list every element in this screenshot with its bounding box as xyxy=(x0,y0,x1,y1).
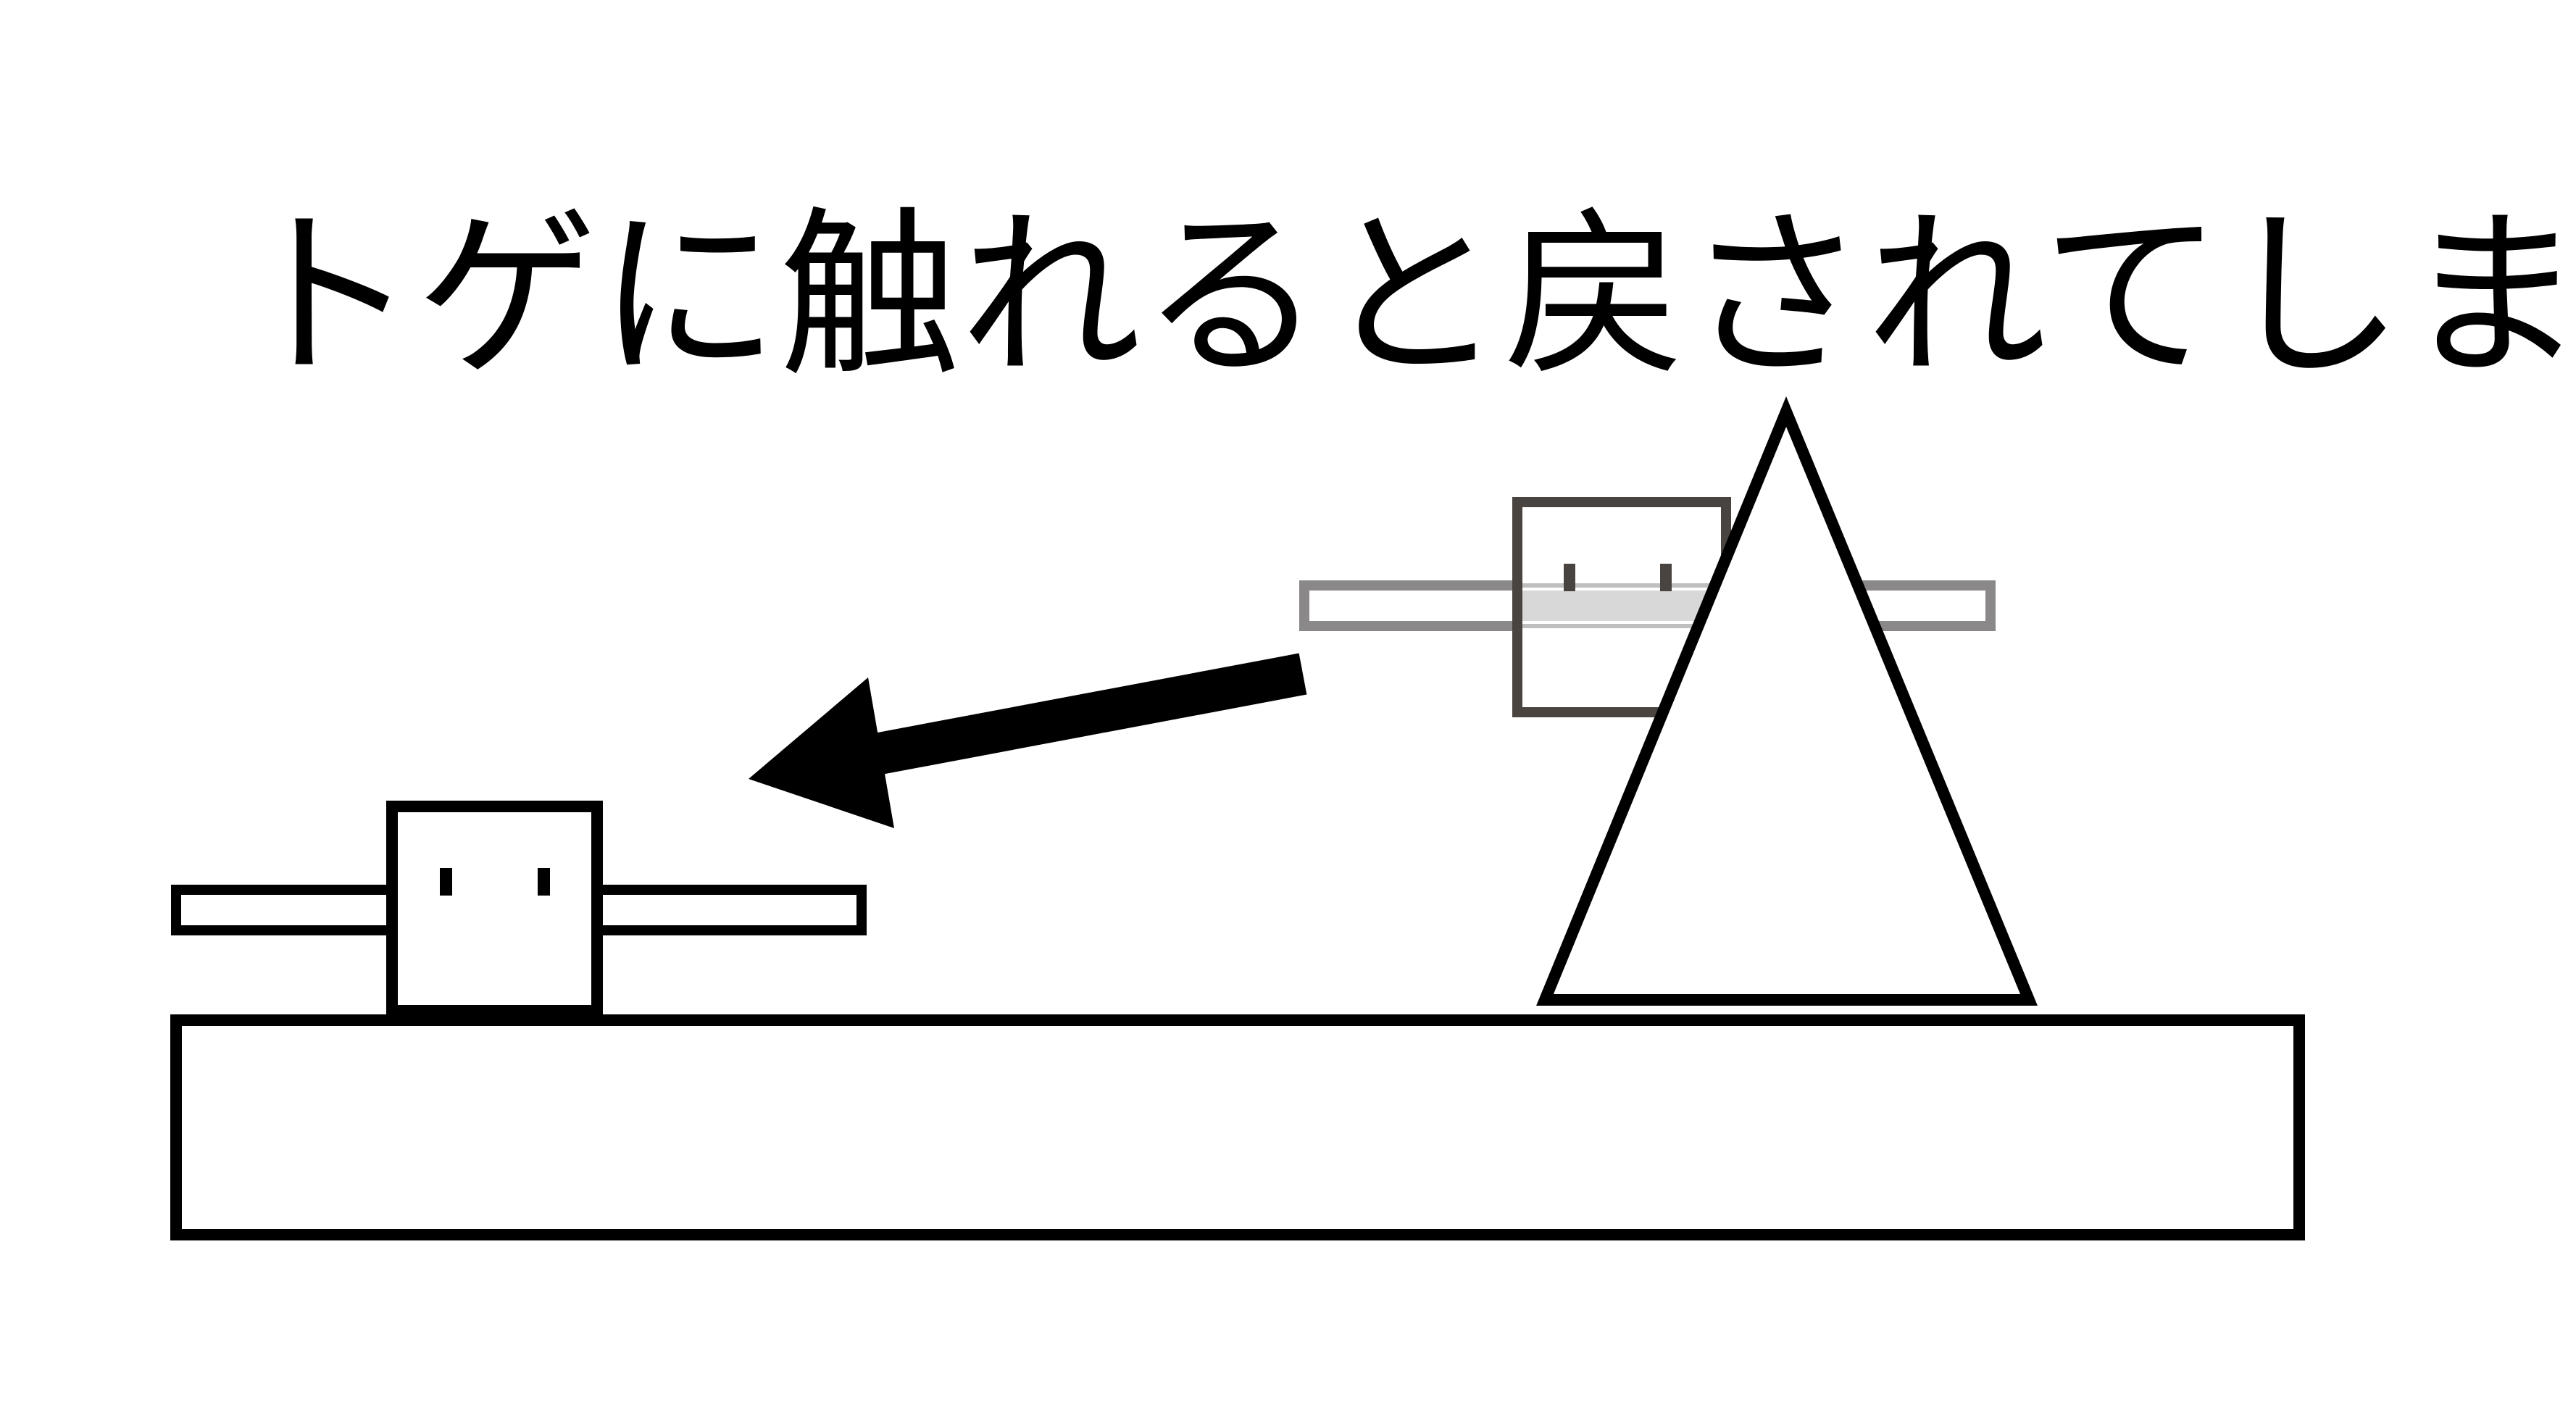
player-arm-left xyxy=(171,885,397,935)
ghost-eye-left xyxy=(1564,564,1575,591)
player-arm-right xyxy=(592,885,867,935)
player-eye-left xyxy=(440,868,452,896)
knockback-arrow xyxy=(749,653,1307,828)
ground-platform xyxy=(170,1014,2305,1240)
player-ghost xyxy=(1299,497,1996,717)
caption-text: トゲに触れると戻されてしまう xyxy=(235,191,2576,401)
player-eye-right xyxy=(538,868,550,896)
player-character xyxy=(171,801,867,1017)
arrow-shaft xyxy=(864,653,1307,777)
arrow-head xyxy=(749,677,894,828)
ghost-arms-overlap xyxy=(1522,591,1721,621)
player-body xyxy=(386,801,603,1017)
ghost-eye-right xyxy=(1660,564,1672,591)
spike-triangle xyxy=(1536,396,2038,1006)
